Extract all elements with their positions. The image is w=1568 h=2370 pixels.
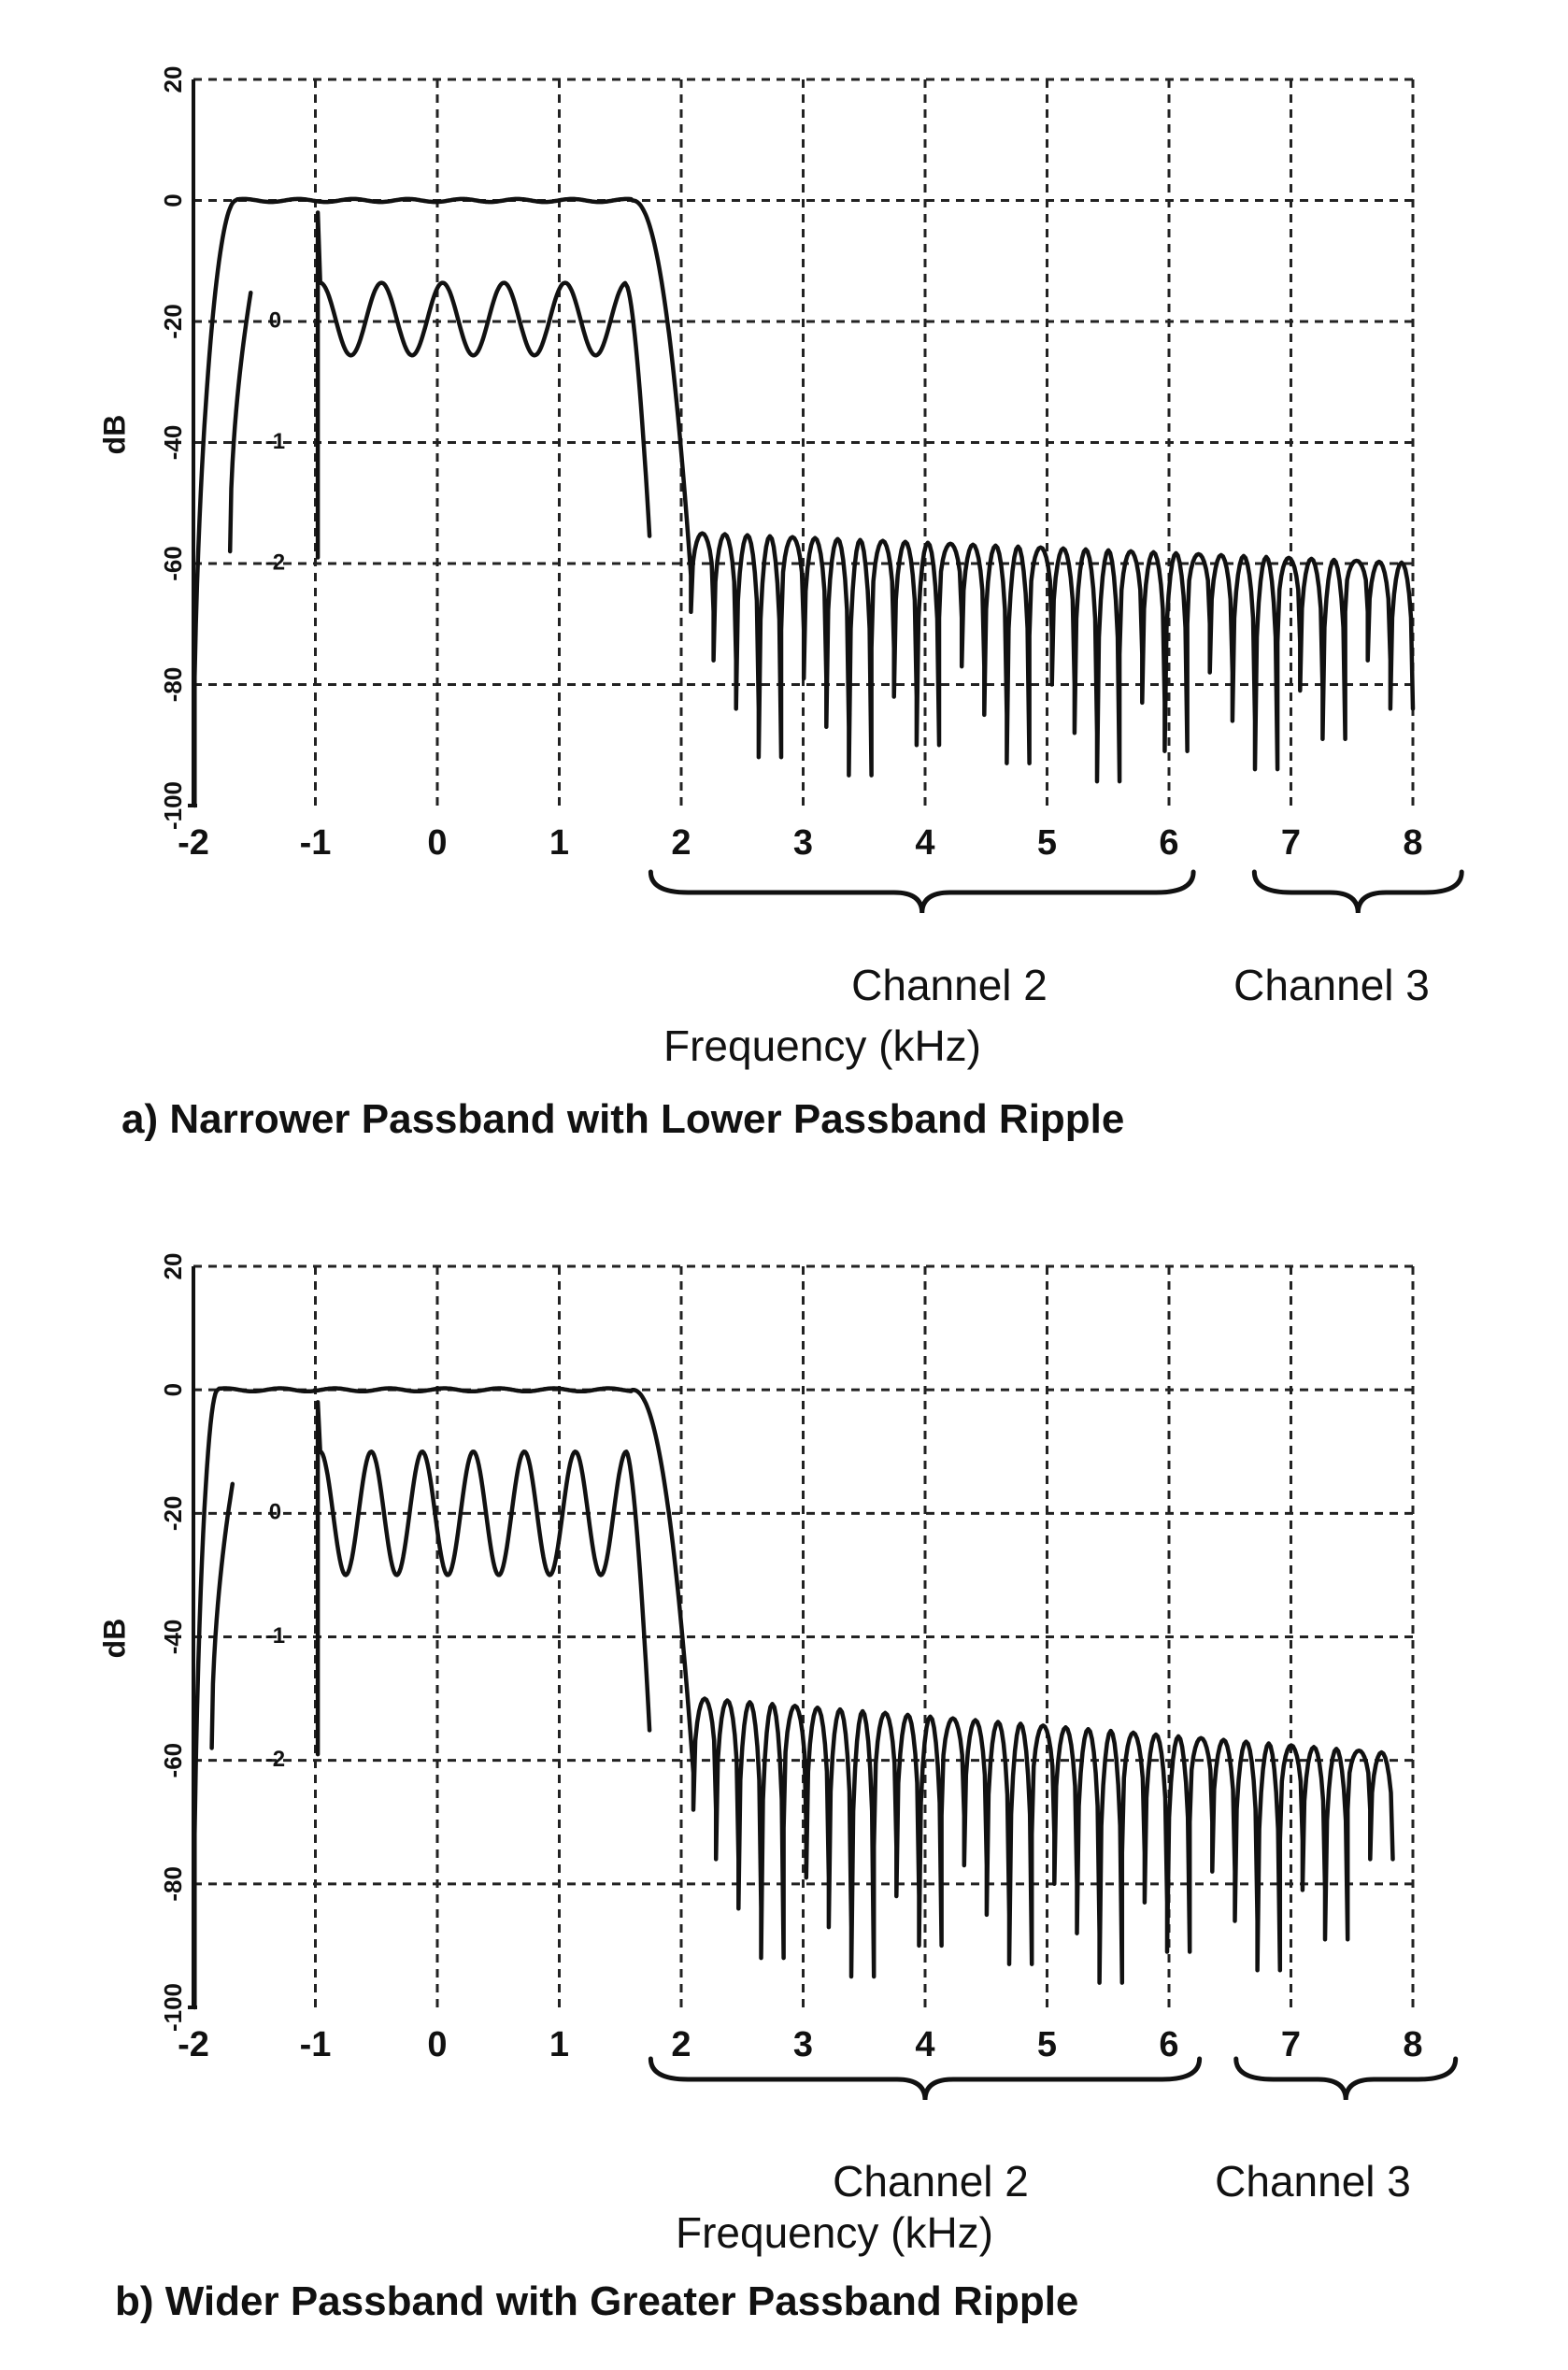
chart-b-x-tick-label: 7 <box>1281 2025 1301 2064</box>
chart-a-inner-tick-label: -2 <box>265 550 285 575</box>
chart-a-ripple-curve <box>227 210 652 560</box>
chart-b-inner-tick-label: 0 <box>269 1500 281 1525</box>
chart-b-magnitude-curve <box>192 1386 1395 2010</box>
chart-a-y-tick-label: -80 <box>159 667 187 703</box>
chart-a-x-tick-label: 5 <box>1037 823 1057 863</box>
chart-a-xlabel: Frequency (kHz) <box>663 1021 981 1070</box>
chart-a-x-tick-label: 4 <box>915 823 934 863</box>
chart-a-y-tick-label: -100 <box>159 781 187 830</box>
chart-a-y-tick-label: 0 <box>159 193 187 207</box>
chart-a-curves <box>192 196 1416 808</box>
chart-b-brace-channel-3 <box>1233 2056 1459 2101</box>
chart-b-xlabel: Frequency (kHz) <box>676 2208 993 2257</box>
chart-a-channel-2-label: Channel 2 <box>851 961 1048 1009</box>
chart-a-x-tick-label: 3 <box>793 823 813 863</box>
chart-b-x-tick-label: 0 <box>427 2025 447 2064</box>
chart-a-x-tick-label: 1 <box>549 823 569 863</box>
chart-a-x-ticks: -2 -1 0 1 2 3 4 5 6 7 8 <box>178 823 1422 863</box>
chart-b-inner-tick-label: -2 <box>265 1747 285 1772</box>
chart-a-inner-tick-label: 0 <box>269 307 281 333</box>
chart-a-inner-ticks: 0 -1 -2 <box>265 307 285 575</box>
chart-a-ylabel: dB <box>97 415 131 455</box>
chart-b-ripple-curve <box>209 1400 652 1757</box>
chart-b-x-tick-label: 2 <box>671 2025 691 2064</box>
chart-a-brace-channel-3 <box>1251 869 1464 914</box>
chart-b-x-ticks: -2 -1 0 1 2 3 4 5 6 7 8 <box>178 2025 1422 2064</box>
chart-a-x-tick-label: 6 <box>1159 823 1178 863</box>
chart-b-y-tick-label: -40 <box>159 1620 187 1655</box>
chart-b-x-tick-label: 5 <box>1037 2025 1057 2064</box>
chart-a-x-tick-label: 7 <box>1281 823 1301 863</box>
chart-a-x-tick-label: 8 <box>1403 823 1422 863</box>
chart-a-title: a) Narrower Passband with Lower Passband… <box>121 1096 1124 1142</box>
chart-b-y-tick-label: -100 <box>159 1983 187 2032</box>
chart-b-x-tick-label: 4 <box>915 2025 934 2064</box>
chart-b: 200-20-40-60-80-100 -2 -1 0 1 2 3 4 5 6 7 8 0-1-2 … <box>97 1253 1459 2324</box>
chart-a-inner-tick-label: -1 <box>265 429 285 454</box>
chart-b-inner-tick-label: -1 <box>265 1623 285 1649</box>
chart-a-y-tick-label: -20 <box>159 304 187 339</box>
chart-a-y-ticks: 20 0 -20 -40 -60 -80 -100 <box>159 66 187 830</box>
chart-b-x-tick-label: 3 <box>793 2025 813 2064</box>
chart-b-brace-channel-2 <box>648 2056 1203 2101</box>
chart-b-inner-ticks: 0 -1 -2 <box>265 1500 285 1772</box>
chart-b-x-tick-label: -1 <box>300 2025 332 2064</box>
chart-b-channel-3-label: Channel 3 <box>1215 2157 1411 2206</box>
chart-a-x-tick-label: 2 <box>671 823 691 863</box>
chart-b-y-tick-label: -80 <box>159 1866 187 1902</box>
chart-a-brace-channel-2 <box>648 869 1196 914</box>
chart-a-x-tick-label: 0 <box>427 823 447 863</box>
chart-b-y-tick-label: 20 <box>159 1253 187 1280</box>
chart-b-y-tick-label: -20 <box>159 1496 187 1532</box>
chart-a-y-tick-label: -60 <box>159 546 187 581</box>
chart-b-title: b) Wider Passband with Greater Passband … <box>115 2278 1078 2324</box>
chart-b-y-ticks: 20 0 -20 -40 -60 -80 -100 <box>159 1253 187 2032</box>
chart-b-y-tick-label: 0 <box>159 1383 187 1396</box>
chart-a-x-tick-label: -1 <box>300 823 332 863</box>
chart-b-ylabel: dB <box>97 1619 131 1659</box>
chart-a-channel-3-label: Channel 3 <box>1233 961 1430 1009</box>
chart-a-grid <box>188 78 1415 807</box>
chart-b-x-tick-label: -2 <box>178 2025 209 2064</box>
chart-a-y-tick-label: 20 <box>159 66 187 93</box>
chart-b-x-tick-label: 1 <box>549 2025 569 2064</box>
chart-a-magnitude-curve <box>192 196 1416 808</box>
chart-b-x-tick-label: 8 <box>1403 2025 1422 2064</box>
chart-b-y-tick-label: -60 <box>159 1743 187 1778</box>
chart-b-curves <box>192 1386 1395 2010</box>
chart-a-x-tick-label: -2 <box>178 823 209 863</box>
chart-a: 200-20-40-60-80-100 -2 -1 0 1 2 3 4 5 6 7 8 0-1-2 … <box>97 66 1464 1142</box>
chart-b-x-tick-label: 6 <box>1159 2025 1178 2064</box>
chart-a-y-tick-label: -40 <box>159 425 187 461</box>
chart-b-grid <box>188 1264 1415 2009</box>
chart-b-channel-2-label: Channel 2 <box>833 2157 1029 2206</box>
